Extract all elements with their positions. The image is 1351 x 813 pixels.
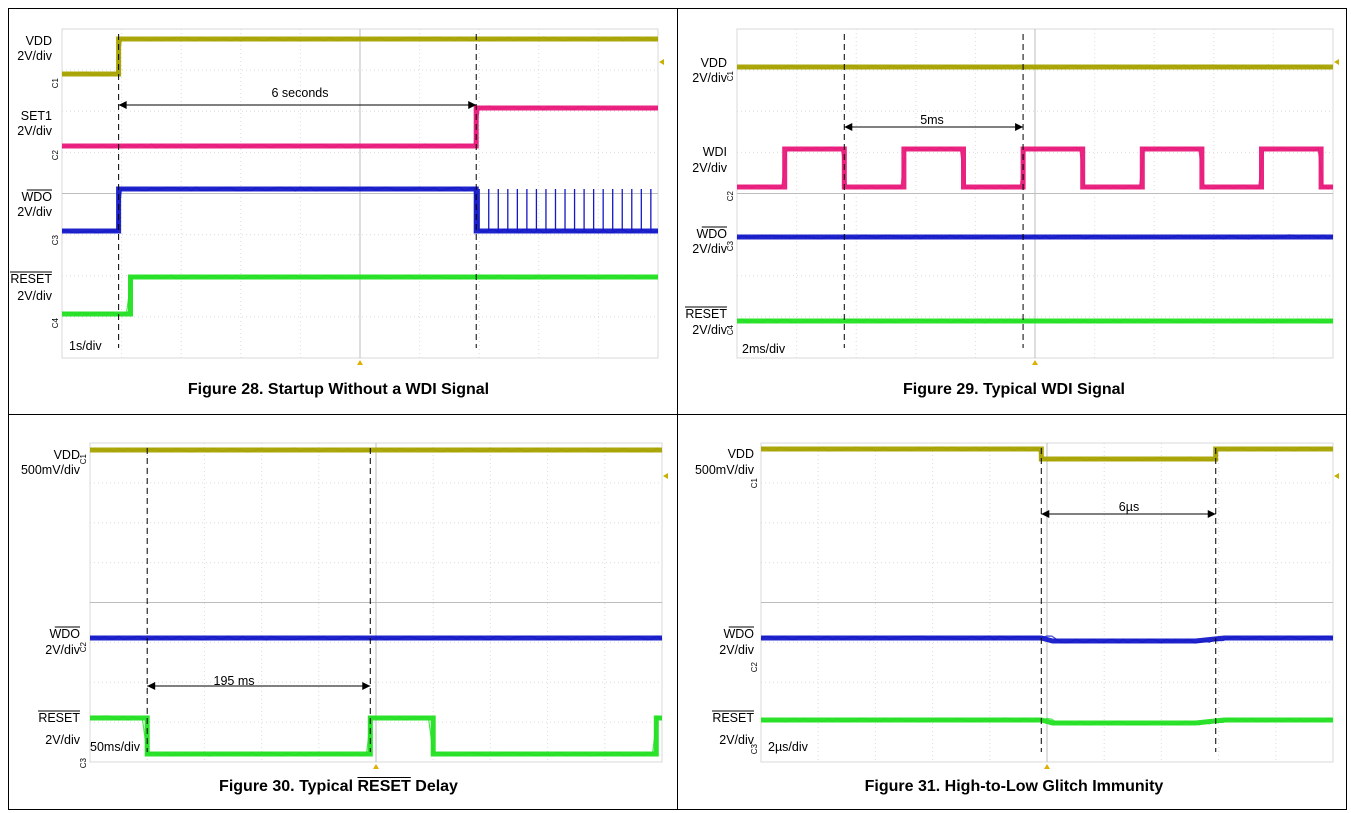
arrow-head-left [844, 123, 853, 131]
channel-marker: C1 [726, 70, 735, 81]
arrow-head-left [1041, 510, 1050, 518]
channel-marker: C1 [79, 453, 88, 464]
channel-label-vdd: VDD [54, 448, 80, 462]
channel-marker: C2 [726, 190, 735, 201]
channel-marker: C3 [51, 234, 60, 245]
channel-scale-reset: 2V/div [692, 323, 727, 337]
channel-label-set1: SET1 [21, 109, 52, 123]
channel-scale-set1: 2V/div [17, 124, 52, 138]
annotation-label: 195 ms [214, 674, 255, 688]
trace-noise-wdo [736, 234, 1334, 240]
channel-scale-wdo: 2V/div [45, 643, 80, 657]
channel-marker: C2 [51, 149, 60, 160]
channel-marker: C4 [51, 317, 60, 328]
figure-29-caption: Figure 29. Typical WDI Signal [903, 381, 1125, 398]
trace-noise-reset [61, 274, 659, 316]
timebase-label: 2µs/div [768, 740, 809, 754]
figure-30-caption: Figure 30. Typical RESET Delay [219, 778, 458, 795]
trace-noise-vdd [760, 446, 1334, 462]
channel-label-vdd: VDD [701, 56, 727, 70]
figure-29-scope: C1C2C3C4VDD2V/divWDI2V/divWDO2V/divRESET… [685, 28, 1339, 365]
trace-noise-set1 [61, 105, 659, 149]
annotation-label: 6µs [1119, 500, 1139, 514]
trace-noise-reset [760, 717, 1334, 726]
trigger-level-marker [659, 59, 664, 65]
channel-marker: C1 [51, 77, 60, 88]
channel-label-vdd: VDD [728, 447, 754, 461]
channel-marker: C2 [750, 661, 759, 672]
figure-31-panel: C1 C2 C3 VDD 500mV/div WDO 2V/div RESET 2V/div 2µ… [677, 414, 1351, 813]
arrow-head-right [468, 101, 477, 109]
channel-label-reset: RESET [712, 711, 754, 725]
channel-marker: C3 [750, 743, 759, 754]
trigger-marker-bottom [1044, 764, 1050, 769]
figure-31-scope: C1 C2 C3 VDD 500mV/div WDO 2V/div RESET 2V/div 2µ… [695, 442, 1339, 769]
annotation-label: 5ms [920, 113, 944, 127]
trace-noise-vdd [736, 64, 1334, 70]
channel-label-wdi: WDI [703, 145, 727, 159]
trace-noise-wdi [736, 146, 1334, 190]
arrow-head-left [118, 101, 127, 109]
channel-label-vdd: VDD [26, 34, 52, 48]
trigger-marker-bottom [357, 360, 363, 365]
channel-scale-vdd: 2V/div [17, 49, 52, 63]
channel-scale-wdo: 2V/div [719, 643, 754, 657]
arrow-head-left [147, 682, 156, 690]
arrow-head-right [1015, 123, 1024, 131]
graticule [89, 442, 668, 769]
channel-scale-reset: 2V/div [17, 289, 52, 303]
trace-noise-reset [90, 715, 663, 757]
arrow-head-right [362, 682, 371, 690]
channel-marker: C1 [750, 477, 759, 488]
trigger-level-marker [1334, 473, 1339, 479]
channel-marker: C4 [726, 324, 735, 335]
channel-marker: C3 [726, 240, 735, 251]
channel-label-reset: RESET [10, 272, 52, 286]
annotation-label: 6 seconds [272, 86, 329, 100]
figure-28-caption: Figure 28. Startup Without a WDI Signal [187, 381, 490, 398]
channel-marker: C2 [79, 641, 88, 652]
trace-noise-wdo [89, 635, 663, 641]
channel-scale-vdd: 500mV/div [21, 463, 81, 477]
trace-wdo [761, 635, 1333, 644]
figure-31-caption: Figure 31. High-to-Low Glitch Immunity [864, 778, 1164, 795]
figure-28-scope: C1C2C3C4VDD2V/divSET12V/divWDO2V/divRESE… [10, 28, 664, 365]
channel-scale-vdd: 500mV/div [695, 463, 755, 477]
channel-scale-vdd: 2V/div [692, 71, 727, 85]
trace-noise-vdd [61, 36, 659, 77]
timebase-label: 50ms/div [90, 740, 141, 754]
channel-label-reset: RESET [685, 307, 727, 321]
trace-noise-reset [736, 318, 1334, 324]
channel-scale-wdo: 2V/div [692, 242, 727, 256]
channel-label-wdo: WDO [723, 627, 754, 641]
figure-29-panel: C1 C2 C3 C4 VDD 2V/div WDI 2V/div WDO 2V/div RESET… [677, 0, 1351, 414]
trigger-marker-bottom [1032, 360, 1038, 365]
trigger-level-marker [1334, 59, 1339, 65]
timebase-label: 1s/div [69, 339, 102, 353]
channel-label-wdo: WDO [696, 227, 727, 241]
channel-scale-wdi: 2V/div [692, 161, 727, 175]
channel-scale-reset: 2V/div [719, 733, 754, 747]
channel-marker: C3 [79, 757, 88, 768]
timebase-label: 2ms/div [742, 342, 786, 356]
trace-noise-vdd [89, 447, 663, 453]
graticule [61, 28, 664, 365]
figure-28-panel: C1 C2 C3 C4 VDD 2V/div SET1 2V/div WDO 2V/div RESE… [0, 0, 677, 414]
channel-label-wdo: WDO [49, 627, 80, 641]
graticule [736, 28, 1339, 365]
trace-noise-wdo [760, 635, 1334, 644]
arrow-head-right [1207, 510, 1216, 518]
channel-scale-wdo: 2V/div [17, 205, 52, 219]
trace-noise-wdo [61, 186, 659, 234]
trigger-marker-bottom [373, 764, 379, 769]
figure-30-panel: C1 C2 C3 VDD 500mV/div WDO 2V/div RESET 2V/div 50… [0, 414, 677, 813]
channel-label-reset: RESET [38, 711, 80, 725]
channel-label-wdo: WDO [21, 190, 52, 204]
channel-scale-reset: 2V/div [45, 733, 80, 747]
trigger-level-marker [663, 473, 668, 479]
graticule [760, 442, 1339, 769]
